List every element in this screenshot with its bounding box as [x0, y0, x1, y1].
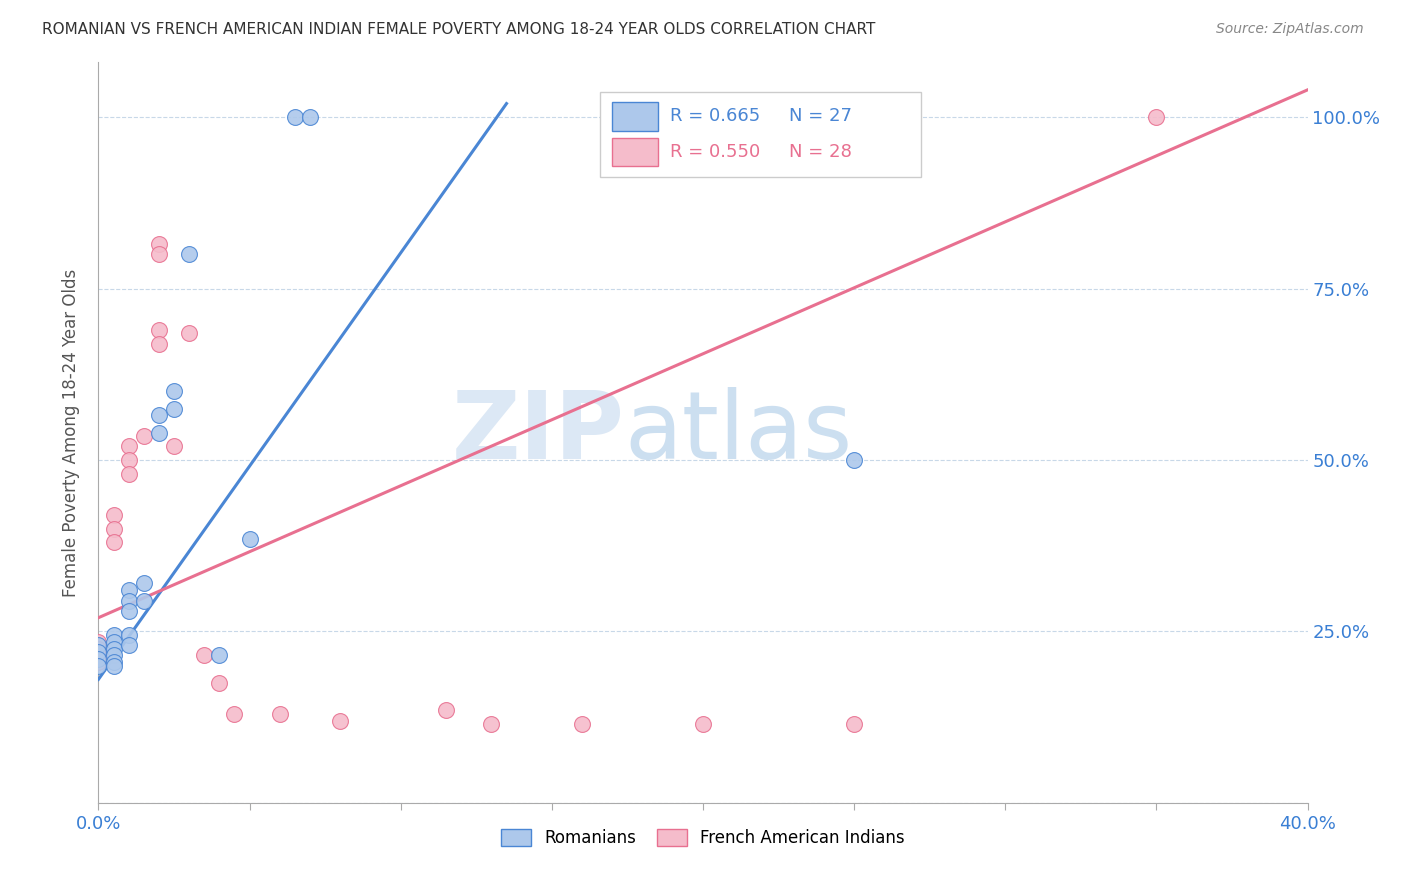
Point [118, 583, 141, 598]
Point [103, 648, 125, 663]
Point [118, 439, 141, 453]
Point [1144, 110, 1167, 124]
Point [239, 532, 262, 546]
Point [208, 676, 231, 690]
Point [132, 576, 155, 591]
Point [87, 655, 110, 669]
Point [87, 645, 110, 659]
Point [571, 717, 593, 731]
Point [103, 522, 125, 536]
Point [148, 425, 170, 440]
Point [103, 641, 125, 656]
Point [148, 336, 170, 351]
Point [329, 714, 352, 728]
Point [269, 706, 291, 721]
Point [118, 593, 141, 607]
Y-axis label: Female Poverty Among 18-24 Year Olds: Female Poverty Among 18-24 Year Olds [62, 268, 80, 597]
Point [118, 638, 141, 652]
Point [103, 655, 125, 669]
Point [87, 648, 110, 663]
Point [434, 703, 457, 717]
Point [87, 658, 110, 673]
Point [284, 110, 307, 124]
Point [118, 453, 141, 467]
FancyBboxPatch shape [613, 103, 658, 130]
Point [163, 439, 186, 453]
Point [132, 429, 155, 443]
Point [87, 634, 110, 648]
FancyBboxPatch shape [600, 92, 921, 178]
Point [481, 717, 503, 731]
Point [132, 593, 155, 607]
Point [163, 401, 186, 416]
Point [224, 706, 246, 721]
Point [148, 247, 170, 261]
Point [103, 508, 125, 522]
Point [103, 628, 125, 642]
Point [179, 326, 201, 341]
Point [179, 247, 201, 261]
Point [118, 628, 141, 642]
Point [118, 467, 141, 481]
Point [87, 641, 110, 656]
Point [103, 535, 125, 549]
Point [148, 409, 170, 423]
Text: atlas: atlas [624, 386, 852, 479]
Point [163, 384, 186, 399]
Point [87, 638, 110, 652]
Point [148, 323, 170, 337]
Text: N = 27: N = 27 [789, 108, 852, 126]
Point [103, 658, 125, 673]
Point [87, 652, 110, 666]
Text: R = 0.550: R = 0.550 [671, 143, 761, 161]
Point [103, 634, 125, 648]
Text: N = 28: N = 28 [789, 143, 852, 161]
Text: ROMANIAN VS FRENCH AMERICAN INDIAN FEMALE POVERTY AMONG 18-24 YEAR OLDS CORRELAT: ROMANIAN VS FRENCH AMERICAN INDIAN FEMAL… [42, 22, 876, 37]
Point [692, 717, 714, 731]
Text: ZIP: ZIP [451, 386, 624, 479]
Point [208, 648, 231, 663]
Point [844, 453, 866, 467]
Point [299, 110, 322, 124]
Point [118, 604, 141, 618]
FancyBboxPatch shape [613, 138, 658, 166]
Point [148, 237, 170, 252]
Text: R = 0.665: R = 0.665 [671, 108, 761, 126]
Legend: Romanians, French American Indians: Romanians, French American Indians [495, 822, 911, 854]
Point [193, 648, 215, 663]
Point [844, 717, 866, 731]
Text: Source: ZipAtlas.com: Source: ZipAtlas.com [1216, 22, 1364, 37]
